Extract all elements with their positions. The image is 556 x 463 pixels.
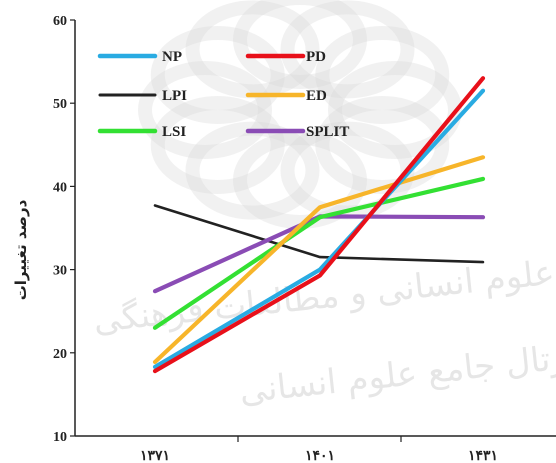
legend-item-ed: ED (245, 88, 327, 104)
y-tick-label: 40 (53, 180, 67, 195)
y-tick-label: 20 (53, 347, 67, 362)
y-tick-label: 10 (53, 430, 67, 445)
y-tick-label: 30 (53, 264, 67, 279)
series-line-pd (152, 76, 486, 374)
legend-item-lpi: LPI (98, 88, 187, 104)
legend-label: SPLIT (306, 124, 349, 140)
x-tick-label: ۱۴۰۱ (305, 449, 335, 463)
legend: NP PD LPI ED LSI SPLIT (97, 49, 349, 140)
watermark-emblem-petal (233, 0, 367, 89)
watermark-emblem-petal (233, 131, 367, 229)
x-tick-label: ۱۴۳۱ (468, 449, 498, 463)
series-line-np (152, 88, 486, 369)
watermark-emblem-petal (185, 121, 320, 220)
legend-label: NP (162, 49, 182, 65)
series-line-ed (152, 155, 486, 365)
watermark-emblem-petal (138, 61, 272, 159)
y-tick-label: 60 (53, 14, 67, 29)
axes: 10 20 30 40 50 60 ۱۳۷۱ ۱۴۰۱ ۱۴۳۱ (53, 14, 556, 463)
legend-label: ED (306, 88, 327, 104)
watermark-text-line-2: پرتال جامع علوم انسانی (237, 336, 556, 411)
y-axis-label: درصد تغییرات (12, 199, 30, 300)
legend-item-pd: PD (245, 49, 326, 65)
series-line-lsi (152, 176, 486, 330)
watermark-emblem (138, 0, 462, 229)
x-tick-label: ۱۳۷۱ (140, 449, 170, 463)
watermark-emblem-petal (150, 96, 285, 194)
legend-item-lsi: LSI (97, 124, 186, 140)
watermark-emblem-petal (280, 0, 415, 99)
watermark-emblem-petal (150, 26, 285, 124)
legend-label: PD (306, 49, 326, 65)
legend-item-split: SPLIT (245, 124, 349, 140)
series-line-lpi (153, 204, 485, 264)
watermark-emblem-petal (315, 26, 450, 124)
series-lines (152, 76, 486, 374)
y-tick-label: 50 (53, 97, 67, 112)
legend-label: LPI (162, 88, 187, 104)
watermark-emblem-petal (185, 0, 320, 99)
legend-label: LSI (162, 124, 186, 140)
legend-item-np: NP (97, 49, 182, 65)
